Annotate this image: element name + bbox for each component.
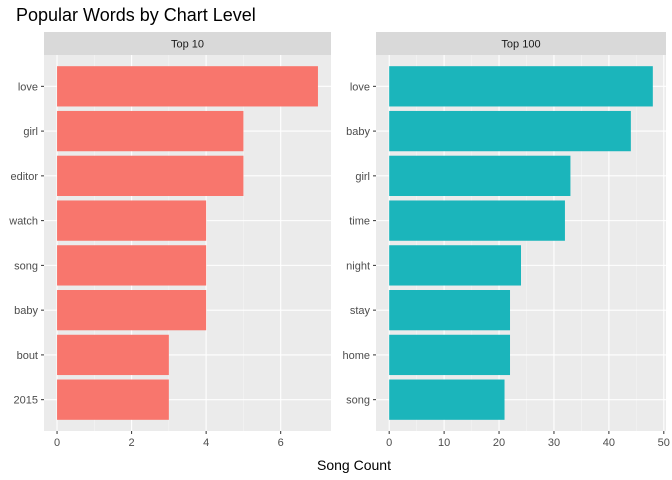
x-tick-label: 30 xyxy=(548,437,560,449)
x-tick-label: 40 xyxy=(603,437,615,449)
bar-stay xyxy=(389,290,511,331)
bar-baby xyxy=(389,110,631,152)
x-tick-label: 20 xyxy=(493,437,505,449)
chart-title: Popular Words by Chart Level xyxy=(16,5,256,25)
facet-strip xyxy=(44,32,331,55)
bar-baby xyxy=(57,290,207,331)
panel-0: Top 10 love girl editor watch song baby bout 201… xyxy=(8,32,331,449)
x-tick-label: 6 xyxy=(278,437,284,449)
bar-love xyxy=(57,66,318,107)
x-axis-title: Song Count xyxy=(317,457,391,473)
bar-home xyxy=(389,334,511,376)
y-tick-label: song xyxy=(14,260,38,272)
x-tick-label: 4 xyxy=(203,437,209,449)
y-tick-label: bout xyxy=(17,350,38,362)
x-tick-label: 0 xyxy=(54,437,60,449)
y-tick-label: time xyxy=(349,216,370,228)
bar-editor xyxy=(57,155,244,196)
bar-2015 xyxy=(57,379,169,420)
y-tick-label: stay xyxy=(350,305,371,317)
y-tick-label: watch xyxy=(8,216,38,228)
y-tick-label: home xyxy=(342,350,370,362)
bar-girl xyxy=(389,155,571,196)
y-tick-label: song xyxy=(346,395,370,407)
x-tick-label: 50 xyxy=(658,437,670,449)
y-tick-label: baby xyxy=(14,305,38,317)
y-tick-label: girl xyxy=(23,126,38,138)
facet-strip xyxy=(376,32,666,55)
bar-love xyxy=(389,66,653,107)
bar-song xyxy=(57,245,207,286)
bar-girl xyxy=(57,110,244,152)
x-tick-label: 0 xyxy=(386,437,392,449)
y-tick-label: baby xyxy=(346,126,370,138)
y-tick-label: night xyxy=(346,260,370,272)
y-tick-label: love xyxy=(350,81,370,93)
y-tick-label: 2015 xyxy=(14,395,38,407)
panels: Top 10lovegirleditorwatchsongbabybout201… xyxy=(8,32,670,449)
bar-song xyxy=(389,379,505,420)
bar-bout xyxy=(57,334,169,376)
bar-watch xyxy=(57,200,207,241)
bar-night xyxy=(389,245,521,286)
panel-1: Top 100 love baby girl time night stay home song… xyxy=(342,32,670,449)
y-tick-label: editor xyxy=(10,171,38,183)
y-tick-label: girl xyxy=(355,171,370,183)
facet-strip-label: Top 100 xyxy=(501,39,540,51)
y-tick-label: love xyxy=(18,81,38,93)
facet-strip-label: Top 10 xyxy=(171,39,204,51)
bar-time xyxy=(389,200,565,241)
x-tick-label: 10 xyxy=(438,437,450,449)
x-tick-label: 2 xyxy=(129,437,135,449)
